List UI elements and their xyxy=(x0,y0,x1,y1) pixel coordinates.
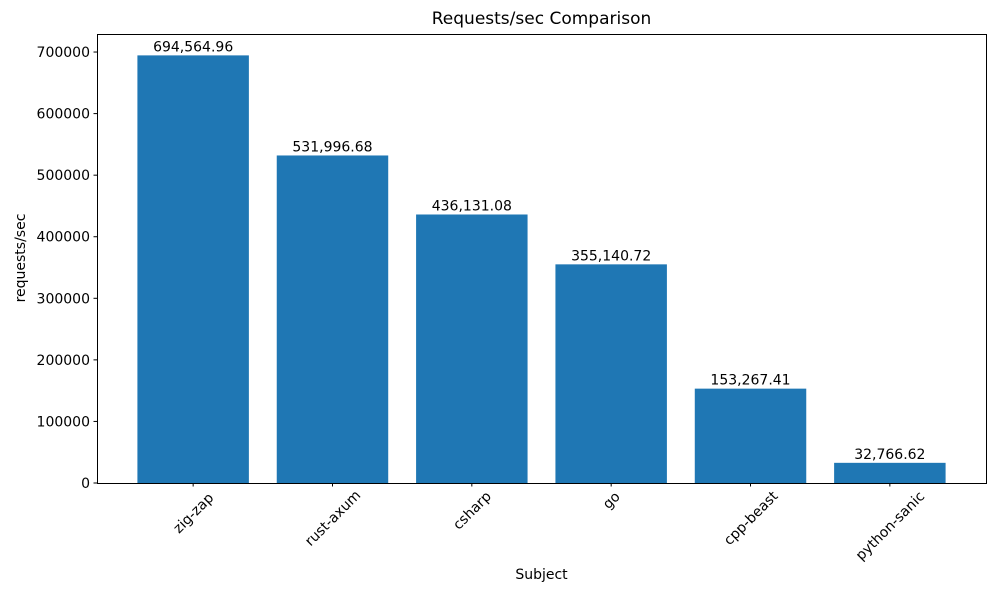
x-tick-label: cpp-beast xyxy=(721,488,782,549)
x-tick-label: zig-zap xyxy=(171,490,218,537)
bar-python-sanic xyxy=(834,462,946,483)
y-tick-label: 0 xyxy=(81,476,90,492)
bar-value-label: 355,140.72 xyxy=(571,248,651,264)
bar-cpp-beast xyxy=(694,388,807,483)
bar-value-label: 32,766.62 xyxy=(854,447,925,463)
y-axis-label: requests/sec xyxy=(13,213,29,303)
y-tick-label: 400000 xyxy=(37,230,90,246)
chart-title: Requests/sec Comparison xyxy=(431,9,652,29)
axes-spines xyxy=(97,34,987,484)
bar-rust-axum xyxy=(276,155,389,483)
x-tick-label: go xyxy=(600,489,624,513)
y-tick-label: 500000 xyxy=(37,168,90,184)
x-tick-label: csharp xyxy=(450,489,495,534)
bar-csharp xyxy=(416,214,528,484)
bar-value-label: 694,564.96 xyxy=(153,39,233,55)
bar-value-label: 531,996.68 xyxy=(292,139,372,155)
bar-value-label: 153,267.41 xyxy=(710,373,790,389)
x-tick-label: python-sanic xyxy=(853,489,928,564)
y-tick-label: 700000 xyxy=(37,45,90,61)
y-tick-label: 100000 xyxy=(37,414,90,430)
y-tick-label: 600000 xyxy=(37,107,90,123)
y-tick-label: 200000 xyxy=(37,353,90,369)
x-tick-label: rust-axum xyxy=(302,488,364,550)
bar-zig-zap xyxy=(137,55,249,483)
bar-value-label: 436,131.08 xyxy=(432,198,512,214)
bar-go xyxy=(555,264,667,483)
x-axis-label: Subject xyxy=(515,567,568,583)
y-tick-label: 300000 xyxy=(37,291,90,307)
